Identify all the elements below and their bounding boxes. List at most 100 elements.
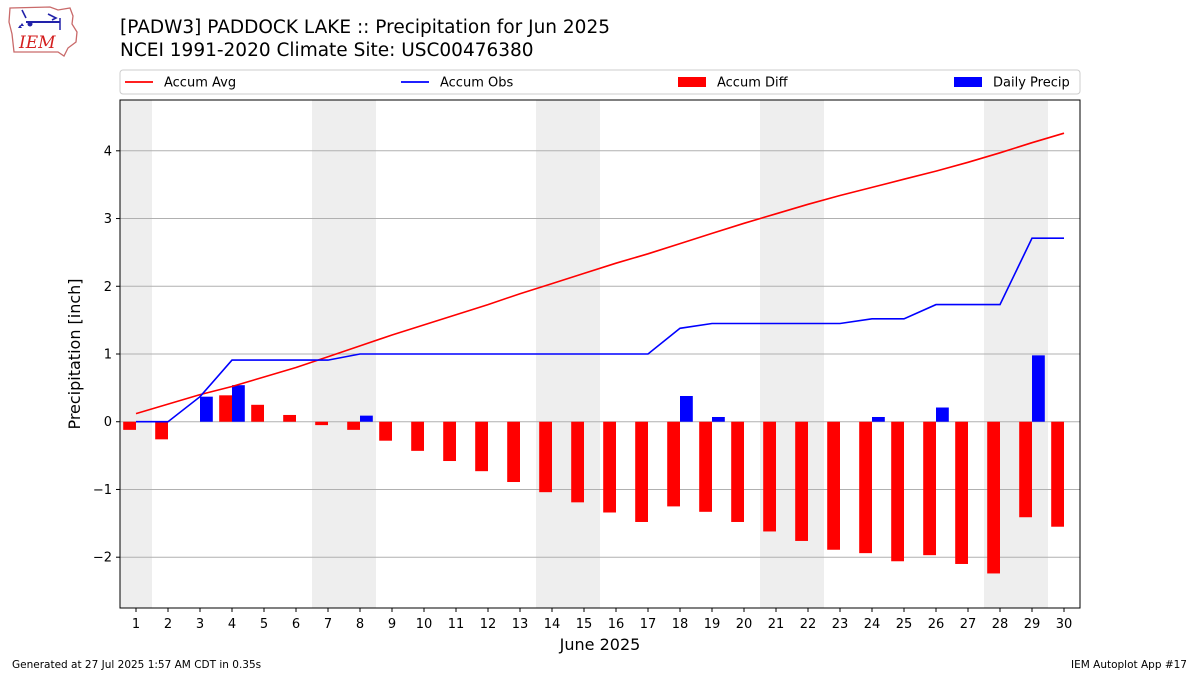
chart-title: [PADW3] PADDOCK LAKE :: Precipitation fo… [120,17,610,38]
x-tick-label: 20 [736,617,753,632]
x-tick-label: 4 [228,617,236,632]
y-axis-ticks: −2 −1 0 1 2 3 4 [93,144,120,566]
accum-diff-bar [219,395,232,422]
daily-precip-bar [936,407,949,422]
x-tick-label: 13 [512,617,529,632]
y-tick-label: −2 [93,551,112,566]
x-tick-label: 19 [704,617,721,632]
accum-diff-bar [891,421,904,562]
x-tick-label: 15 [576,617,593,632]
lines [135,132,1065,423]
accum-diff-bar [731,421,744,522]
y-tick-label: 1 [104,348,112,363]
x-tick-label: 9 [388,617,396,632]
x-tick-label: 28 [992,617,1009,632]
y-tick-label: 4 [104,144,112,159]
accum-diff-bar [603,421,616,513]
x-tick-label: 12 [480,617,497,632]
x-tick-label: 30 [1056,617,1073,632]
accum-diff-bar [795,421,808,541]
legend-box [119,69,1081,95]
legend-label-accum-obs: Accum Obs [440,76,513,91]
accum-diff-bar [635,421,648,522]
chart-subtitle: NCEI 1991-2020 Climate Site: USC00476380 [120,40,534,61]
daily-precip-bar [712,416,725,422]
generated-timestamp: Generated at 27 Jul 2025 1:57 AM CDT in … [12,659,262,671]
accum-diff-bar [251,404,264,422]
legend-label-daily-precip: Daily Precip [993,76,1070,91]
accum-diff-bar [955,421,968,564]
x-axis-label: June 2025 [559,635,641,654]
y-axis-label: Precipitation [inch] [65,278,84,429]
accum-diff-bar [283,414,296,422]
x-tick-label: 16 [608,617,625,632]
accum-diff-bar [571,421,584,503]
x-tick-label: 21 [768,617,785,632]
y-tick-label: −1 [93,483,112,498]
legend-item-accum-obs: Accum Obs [401,76,513,91]
accum-diff-bar [123,421,136,430]
x-tick-label: 2 [164,617,172,632]
accum-diff-bar [827,421,840,550]
x-tick-label: 22 [800,617,817,632]
legend-swatch-accum-diff [678,77,706,87]
bars [123,355,1064,574]
daily-precip-bar [200,396,213,422]
accum-diff-bar [379,421,392,441]
x-tick-label: 5 [260,617,268,632]
accum-diff-bar [315,421,328,426]
accum-avg-line [135,132,1065,415]
accum-diff-bar [667,421,680,507]
accum-obs-line [136,237,1064,423]
accum-diff-bar [923,421,936,556]
daily-precip-bar [680,395,693,422]
legend-item-accum-avg: Accum Avg [125,76,236,91]
legend-label-accum-diff: Accum Diff [717,76,789,91]
x-tick-label: 7 [324,617,332,632]
x-tick-label: 27 [960,617,977,632]
app-id-label: IEM Autoplot App #17 [1071,659,1187,671]
accum-diff-bar [539,421,552,493]
x-tick-label: 25 [896,617,913,632]
daily-precip-bar [1032,355,1045,422]
daily-precip-bar [360,415,373,422]
x-tick-label: 6 [292,617,300,632]
legend: Accum Avg Accum Obs Accum Diff Daily Precip [119,69,1081,95]
legend-item-accum-diff: Accum Diff [678,76,789,91]
accum-diff-bar [699,421,712,512]
daily-precip-bar [232,385,245,422]
x-tick-label: 17 [640,617,657,632]
x-tick-label: 11 [448,617,465,632]
accum-diff-bar [475,421,488,472]
y-tick-label: 2 [104,280,112,295]
x-tick-label: 10 [416,617,433,632]
accum-diff-bar [1051,421,1064,527]
x-tick-label: 23 [832,617,849,632]
accum-diff-bar [347,421,360,430]
x-tick-label: 8 [356,617,364,632]
x-tick-label: 26 [928,617,945,632]
legend-label-accum-avg: Accum Avg [164,76,236,91]
accum-diff-bar [1019,421,1032,518]
x-tick-label: 29 [1024,617,1041,632]
iem-logo: IEM [8,6,78,57]
accum-diff-bar [859,421,872,554]
legend-swatch-daily-precip [954,77,982,87]
x-axis-ticks: 1 2 3 4 5 6 7 8 9 10 11 12 13 14 15 16 17 18 19 20 21 22 23 24 2… [132,608,1072,632]
x-tick-label: 3 [196,617,204,632]
daily-precip-bar [872,416,885,422]
x-tick-label: 18 [672,617,689,632]
logo-text: IEM [18,33,56,53]
accum-diff-bar [411,421,424,451]
legend-item-daily-precip: Daily Precip [954,76,1070,91]
y-tick-label: 0 [104,415,112,430]
accum-diff-bar [763,421,776,532]
x-tick-label: 24 [864,617,881,632]
accum-diff-bar [155,421,168,440]
accum-diff-bar [507,421,520,483]
x-tick-label: 14 [544,617,561,632]
accum-diff-bar [443,421,456,462]
y-tick-label: 3 [104,212,112,227]
accum-diff-bar [987,421,1000,574]
